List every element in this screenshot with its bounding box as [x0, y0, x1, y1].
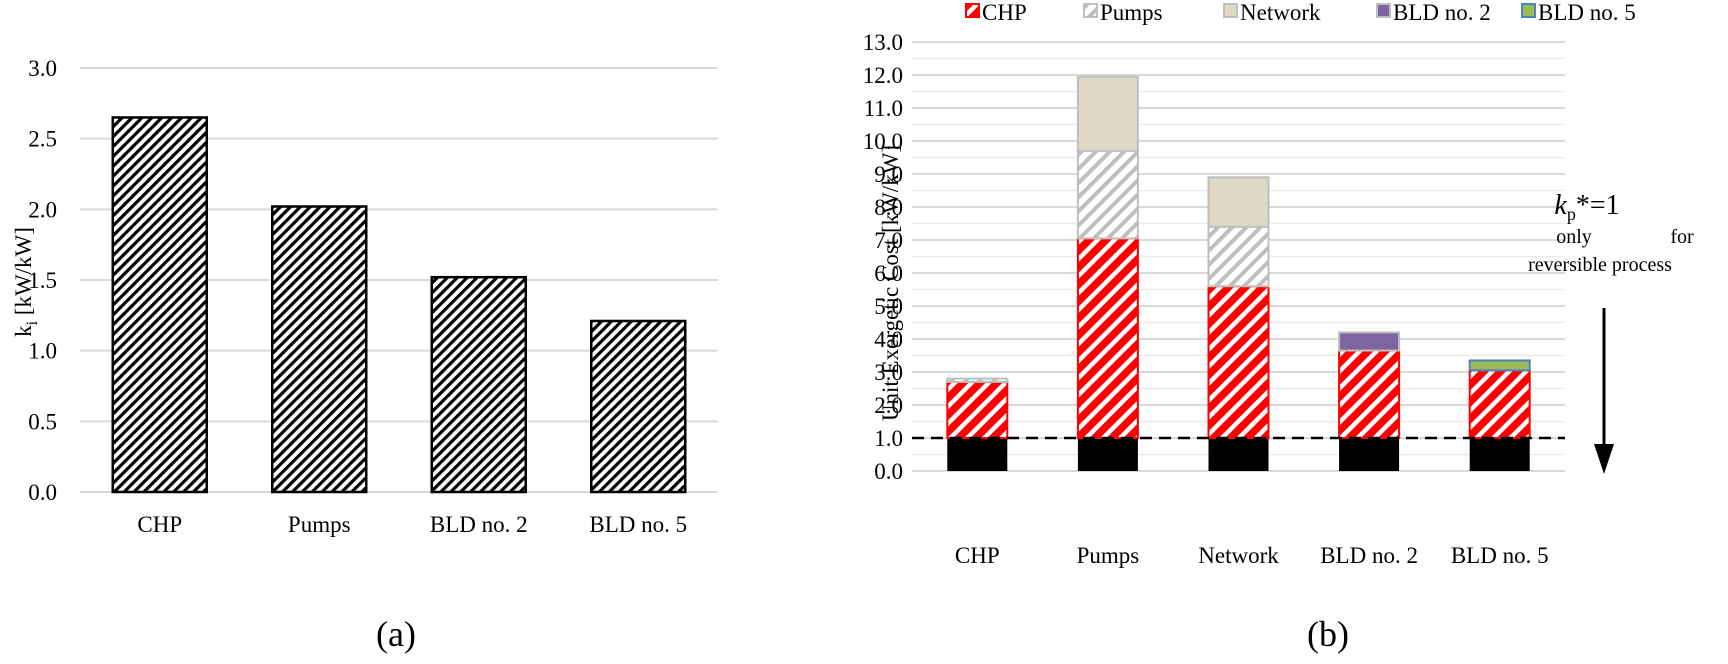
chart-b-x-tick-label: BLD no. 2	[1320, 543, 1418, 568]
chart-b-bar-chp-pumps	[946, 377, 1009, 383]
chart-b-y-tick-labels: 0.0 1.0 2.0 3.0 4.0 5.0 6.0 7.0 8.0 9.0 10.0 11.0 12…	[863, 30, 903, 484]
chart-b-x-tick-labels: CHP Pumps Network BLD no. 2 BLD no. 5	[955, 543, 1549, 568]
chart-b-bar-bld-no-5-chp	[1468, 369, 1531, 440]
panel-b-caption: (b)	[1307, 614, 1349, 654]
legend-swatch-chp	[965, 3, 980, 18]
chart-a-x-tick-label: BLD no. 2	[430, 512, 528, 537]
chart-a-bar-bld-no-5	[590, 319, 687, 494]
chart-a-bars	[111, 116, 687, 494]
legend-swatch-pumps	[1083, 3, 1098, 18]
chart-b-bar-network-network	[1207, 176, 1270, 228]
chart-a-y-tick-label: 0.5	[28, 409, 57, 434]
annotation-for: for	[1670, 226, 1694, 248]
legend-label-chp: CHP	[982, 0, 1027, 25]
panel-a-caption: (a)	[376, 614, 416, 654]
chart-a-y-tick-label: 3.0	[28, 56, 57, 81]
chart-b-y-axis-label: Unit Exergetic Cost [kW/kW]	[878, 145, 903, 421]
chart-a-y-tick-label: 0.0	[28, 480, 57, 505]
chart-b-x-tick-label: CHP	[955, 543, 1000, 568]
chart-b-bar-bld-no-2-bld-no-2	[1338, 331, 1401, 352]
kp-label: kp*=1	[1554, 190, 1619, 224]
chart-b-x-tick-label: BLD no. 5	[1451, 543, 1549, 568]
chart-b-bar-base-chp	[947, 438, 1008, 471]
chart-a-bar-bld-no-2	[430, 275, 527, 494]
chart-b-y-tick-label: 10.0	[863, 129, 903, 154]
chart-b-y-tick-label: 0.0	[874, 459, 903, 484]
chart-b-bar-pumps-network	[1076, 75, 1139, 152]
chart-b-y-tick-label: 2.0	[874, 393, 903, 418]
chart-a-y-tick-labels: 0.0 0.5 1.0 1.5 2.0 2.5 3.0	[28, 56, 57, 505]
chart-b-bar-network-chp	[1207, 285, 1270, 440]
chart-b-bar-network-pumps	[1207, 225, 1270, 288]
chart-a-y-tick-label: 2.0	[28, 197, 57, 222]
kp-annotation: kp*=1 only for reversible process	[1528, 190, 1694, 474]
chart-a-x-tick-labels: CHP Pumps BLD no. 2 BLD no. 5	[137, 512, 687, 537]
chart-b-bar-pumps-chp	[1076, 237, 1139, 439]
chart-a-x-tick-label: BLD no. 5	[589, 512, 687, 537]
legend-label-bld-no-5: BLD no. 5	[1538, 0, 1636, 25]
chart-a-y-tick-label: 2.5	[28, 127, 57, 152]
chart-b-y-tick-label: 4.0	[874, 327, 903, 352]
chart-b-bar-bld-no-2-chp	[1338, 349, 1401, 439]
chart-b-bar-bld-no-5-bld-no-5	[1468, 359, 1531, 372]
legend-swatch-bld-no-5	[1521, 3, 1536, 18]
chart-b-y-tick-label: 11.0	[864, 96, 903, 121]
chart-b-x-tick-label: Network	[1198, 543, 1279, 568]
chart-b: 0.0 1.0 2.0 3.0 4.0 5.0 6.0 7.0 8.0 9.0 10.0 11.0 12…	[863, 0, 1694, 654]
chart-a-x-tick-label: Pumps	[288, 512, 351, 537]
chart-a-bar-chp	[111, 116, 208, 494]
chart-a: 0.0 0.5 1.0 1.5 2.0 2.5 3.0 CHP Pumps BLD no. 2 B…	[11, 56, 718, 654]
annotation-reversible-process: reversible process	[1528, 254, 1672, 276]
chart-b-bar-base-network	[1208, 438, 1269, 471]
chart-b-legend: CHP Pumps Network BLD no. 2 BLD no. 5	[965, 0, 1636, 25]
chart-a-y-tick-label: 1.5	[28, 268, 57, 293]
chart-b-y-tick-label: 3.0	[874, 360, 903, 385]
chart-b-bar-base-bld-no-2	[1339, 438, 1400, 471]
chart-a-bar-pumps	[271, 205, 368, 494]
legend-swatch-bld-no-2	[1376, 3, 1391, 18]
chart-b-y-tick-label: 12.0	[863, 63, 903, 88]
chart-a-y-tick-label: 1.0	[28, 339, 57, 364]
chart-b-bar-base-bld-no-5	[1469, 438, 1530, 471]
chart-b-bar-base-pumps	[1077, 438, 1138, 471]
chart-a-x-tick-label: CHP	[137, 512, 182, 537]
chart-b-y-tick-label: 6.0	[874, 261, 903, 286]
legend-swatch-network	[1223, 3, 1238, 18]
legend-label-network: Network	[1240, 0, 1321, 25]
chart-b-y-tick-label: 1.0	[874, 426, 903, 451]
chart-b-y-tick-label: 8.0	[874, 195, 903, 220]
chart-b-y-tick-label: 9.0	[874, 162, 903, 187]
chart-b-bar-chp-chp	[946, 380, 1009, 439]
chart-b-bar-pumps-pumps	[1076, 149, 1139, 240]
legend-label-bld-no-2: BLD no. 2	[1393, 0, 1491, 25]
annotation-only: only	[1556, 226, 1592, 248]
chart-a-y-axis-label: ki [kW/kW]	[11, 227, 41, 337]
chart-b-y-tick-label: 13.0	[863, 30, 903, 55]
chart-b-x-tick-label: Pumps	[1077, 543, 1140, 568]
annotation-arrow-head	[1594, 444, 1614, 474]
chart-b-bars	[946, 75, 1531, 471]
chart-b-y-tick-label: 7.0	[874, 228, 903, 253]
legend-label-pumps: Pumps	[1100, 0, 1163, 25]
chart-b-y-tick-label: 5.0	[874, 294, 903, 319]
